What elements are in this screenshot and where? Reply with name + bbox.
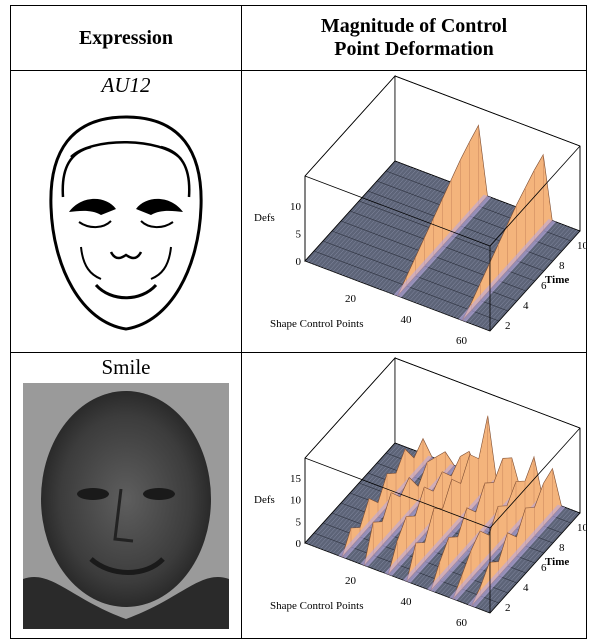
ridge-base bbox=[360, 464, 458, 567]
z-tick-label: 10 bbox=[290, 495, 302, 507]
header-row: Expression Magnitude of Control Point De… bbox=[10, 5, 587, 71]
box-edge bbox=[394, 75, 581, 147]
expression-cell: Smile bbox=[10, 352, 242, 639]
x-tick-label: 40 bbox=[401, 314, 413, 326]
ridge-base bbox=[467, 504, 566, 608]
face-drawing bbox=[49, 115, 203, 331]
z-tick-label: 15 bbox=[290, 473, 302, 485]
header-text: Magnitude of Control Point Deformation bbox=[320, 15, 508, 60]
box-edge bbox=[304, 75, 396, 177]
ridge-base bbox=[403, 480, 501, 583]
x-axis-label: Shape Control Points bbox=[270, 318, 364, 330]
box-edge bbox=[489, 427, 581, 529]
y-tick-label: 4 bbox=[523, 300, 529, 312]
header-cell: Magnitude of Control Point Deformation bbox=[241, 5, 587, 71]
x-axis-label: Shape Control Points bbox=[270, 600, 364, 612]
y-tick-label: 6 bbox=[541, 562, 547, 574]
y-tick-label: 6 bbox=[541, 280, 547, 292]
row: Smile 0 5 10 15 Defs 20 40 60 Shape Control Poin… bbox=[10, 352, 589, 639]
x-tick-label: 40 bbox=[401, 596, 413, 608]
box-edge bbox=[304, 457, 491, 529]
y-tick-label: 8 bbox=[559, 542, 565, 554]
y-tick-label: 2 bbox=[505, 320, 511, 332]
y-tick-label: 10 bbox=[577, 240, 586, 252]
x-tick-label: 20 bbox=[345, 575, 357, 587]
row: AU12 0 5 10 Defs 20 40 60 Shape Control Points 2… bbox=[10, 70, 589, 353]
x-tick-label: 60 bbox=[456, 335, 468, 347]
y-tick-label: 2 bbox=[505, 602, 511, 614]
expression-label: AU12 bbox=[101, 73, 151, 97]
box-edge bbox=[304, 357, 396, 459]
box-edge bbox=[304, 175, 491, 247]
expression-label: Smile bbox=[101, 355, 151, 379]
y-tick-label: 10 bbox=[577, 522, 586, 534]
surface-plot: 0 5 10 15 Defs 20 40 60 Shape Control Points 2468… bbox=[254, 356, 589, 629]
y-axis-label: Time bbox=[545, 274, 569, 286]
ridge-base bbox=[458, 219, 556, 322]
box-edge bbox=[394, 357, 581, 429]
floor-stripe bbox=[313, 532, 500, 604]
z-tick-label: 5 bbox=[296, 229, 302, 241]
y-tick-label: 4 bbox=[523, 582, 529, 594]
plot-cell: 0 5 10 Defs 20 40 60 Shape Control Points 2 4 6 8 10… bbox=[241, 70, 589, 353]
ridge-base bbox=[393, 194, 492, 298]
z-axis-label: Defs bbox=[254, 212, 275, 224]
z-tick-label: 0 bbox=[296, 538, 302, 550]
y-tick-label: 8 bbox=[559, 260, 565, 272]
box-edge bbox=[489, 145, 581, 247]
z-tick-label: 10 bbox=[290, 201, 302, 213]
figure-table: Expression Magnitude of Control Point De… bbox=[10, 5, 589, 639]
header-text: Expression bbox=[78, 26, 174, 49]
face-photo bbox=[23, 383, 229, 629]
header-cell: Expression bbox=[10, 5, 242, 71]
plot-cell: 0 5 10 15 Defs 20 40 60 Shape Control Points 2 4 6 8… bbox=[241, 352, 589, 639]
z-axis-label: Defs bbox=[254, 494, 275, 506]
z-tick-label: 5 bbox=[296, 516, 302, 528]
z-tick-label: 0 bbox=[296, 256, 302, 268]
x-tick-label: 60 bbox=[456, 617, 468, 629]
expression-cell: AU12 bbox=[10, 70, 242, 353]
y-axis-label: Time bbox=[545, 556, 569, 568]
x-tick-label: 20 bbox=[345, 293, 357, 305]
